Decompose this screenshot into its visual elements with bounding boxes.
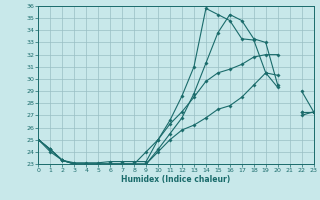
X-axis label: Humidex (Indice chaleur): Humidex (Indice chaleur) (121, 175, 231, 184)
